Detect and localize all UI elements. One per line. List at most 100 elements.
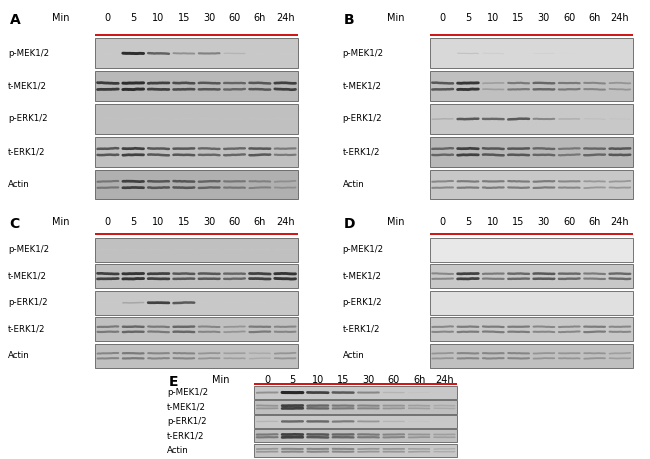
Text: 30: 30 xyxy=(538,217,550,227)
Text: 30: 30 xyxy=(362,375,374,385)
Text: D: D xyxy=(344,217,356,231)
Bar xyxy=(95,291,298,315)
Bar xyxy=(255,444,457,457)
Text: p-MEK1/2: p-MEK1/2 xyxy=(8,49,49,58)
Text: 10: 10 xyxy=(487,217,499,227)
Bar xyxy=(430,137,632,167)
Text: 6h: 6h xyxy=(588,13,601,23)
Text: 24h: 24h xyxy=(276,217,294,227)
Bar xyxy=(95,137,298,167)
Bar xyxy=(430,39,632,68)
Text: Actin: Actin xyxy=(8,351,30,360)
Text: 0: 0 xyxy=(439,217,446,227)
Text: t-ERK1/2: t-ERK1/2 xyxy=(343,147,380,156)
Text: p-ERK1/2: p-ERK1/2 xyxy=(8,114,47,123)
Text: 15: 15 xyxy=(177,217,190,227)
Text: p-MEK1/2: p-MEK1/2 xyxy=(343,245,384,254)
Bar xyxy=(95,238,298,262)
Bar xyxy=(95,317,298,341)
Text: 5: 5 xyxy=(130,217,136,227)
Bar xyxy=(95,344,298,368)
Text: t-MEK1/2: t-MEK1/2 xyxy=(167,403,206,411)
Bar xyxy=(255,429,457,442)
Text: 30: 30 xyxy=(203,217,215,227)
Text: 10: 10 xyxy=(311,375,324,385)
Text: 5: 5 xyxy=(130,13,136,23)
Text: p-MEK1/2: p-MEK1/2 xyxy=(343,49,384,58)
Text: p-MEK1/2: p-MEK1/2 xyxy=(167,388,209,397)
Text: 10: 10 xyxy=(487,13,499,23)
Text: Actin: Actin xyxy=(343,351,365,360)
Text: t-MEK1/2: t-MEK1/2 xyxy=(343,272,382,281)
Bar xyxy=(430,291,632,315)
Text: 5: 5 xyxy=(465,13,471,23)
Text: 6h: 6h xyxy=(254,13,266,23)
Text: Min: Min xyxy=(212,375,229,385)
Text: Min: Min xyxy=(53,13,70,23)
Bar xyxy=(430,238,632,262)
Bar xyxy=(95,39,298,68)
Text: 30: 30 xyxy=(203,13,215,23)
Bar xyxy=(430,169,632,199)
Text: 10: 10 xyxy=(152,217,164,227)
Text: 6h: 6h xyxy=(413,375,425,385)
Text: E: E xyxy=(169,375,178,389)
Text: 0: 0 xyxy=(439,13,446,23)
Text: 24h: 24h xyxy=(435,375,454,385)
Text: t-ERK1/2: t-ERK1/2 xyxy=(8,325,46,334)
Text: 15: 15 xyxy=(512,217,525,227)
Text: 60: 60 xyxy=(228,217,240,227)
Text: 0: 0 xyxy=(105,13,111,23)
Text: 0: 0 xyxy=(105,217,111,227)
Text: 5: 5 xyxy=(289,375,296,385)
Text: Min: Min xyxy=(387,217,404,227)
Text: t-ERK1/2: t-ERK1/2 xyxy=(167,431,205,440)
Text: C: C xyxy=(10,217,20,231)
Bar xyxy=(255,400,457,414)
Text: 5: 5 xyxy=(465,217,471,227)
Text: p-ERK1/2: p-ERK1/2 xyxy=(167,417,207,426)
Text: p-ERK1/2: p-ERK1/2 xyxy=(343,114,382,123)
Text: 15: 15 xyxy=(337,375,349,385)
Bar xyxy=(255,415,457,428)
Text: t-MEK1/2: t-MEK1/2 xyxy=(8,272,47,281)
Text: 15: 15 xyxy=(177,13,190,23)
Text: B: B xyxy=(344,13,355,28)
Text: A: A xyxy=(10,13,20,28)
Text: 6h: 6h xyxy=(254,217,266,227)
Text: 24h: 24h xyxy=(610,217,629,227)
Text: 24h: 24h xyxy=(276,13,294,23)
Text: 10: 10 xyxy=(152,13,164,23)
Text: 6h: 6h xyxy=(588,217,601,227)
Text: Actin: Actin xyxy=(8,180,30,189)
Bar xyxy=(95,264,298,288)
Text: p-MEK1/2: p-MEK1/2 xyxy=(8,245,49,254)
Text: 0: 0 xyxy=(264,375,270,385)
Text: p-ERK1/2: p-ERK1/2 xyxy=(8,298,47,307)
Text: 30: 30 xyxy=(538,13,550,23)
Text: Actin: Actin xyxy=(167,446,189,455)
Bar xyxy=(430,104,632,134)
Text: Min: Min xyxy=(387,13,404,23)
Text: 60: 60 xyxy=(563,217,575,227)
Bar xyxy=(430,264,632,288)
Text: t-MEK1/2: t-MEK1/2 xyxy=(8,82,47,91)
Text: 60: 60 xyxy=(228,13,240,23)
Bar xyxy=(95,104,298,134)
Text: p-ERK1/2: p-ERK1/2 xyxy=(343,298,382,307)
Bar xyxy=(255,386,457,399)
Text: Min: Min xyxy=(53,217,70,227)
Text: 15: 15 xyxy=(512,13,525,23)
Bar xyxy=(95,169,298,199)
Text: 60: 60 xyxy=(563,13,575,23)
Bar xyxy=(430,71,632,101)
Text: t-ERK1/2: t-ERK1/2 xyxy=(8,147,46,156)
Text: t-ERK1/2: t-ERK1/2 xyxy=(343,325,380,334)
Bar xyxy=(95,71,298,101)
Text: Actin: Actin xyxy=(343,180,365,189)
Text: t-MEK1/2: t-MEK1/2 xyxy=(343,82,382,91)
Bar xyxy=(430,317,632,341)
Bar xyxy=(430,344,632,368)
Text: 24h: 24h xyxy=(610,13,629,23)
Text: 60: 60 xyxy=(387,375,400,385)
